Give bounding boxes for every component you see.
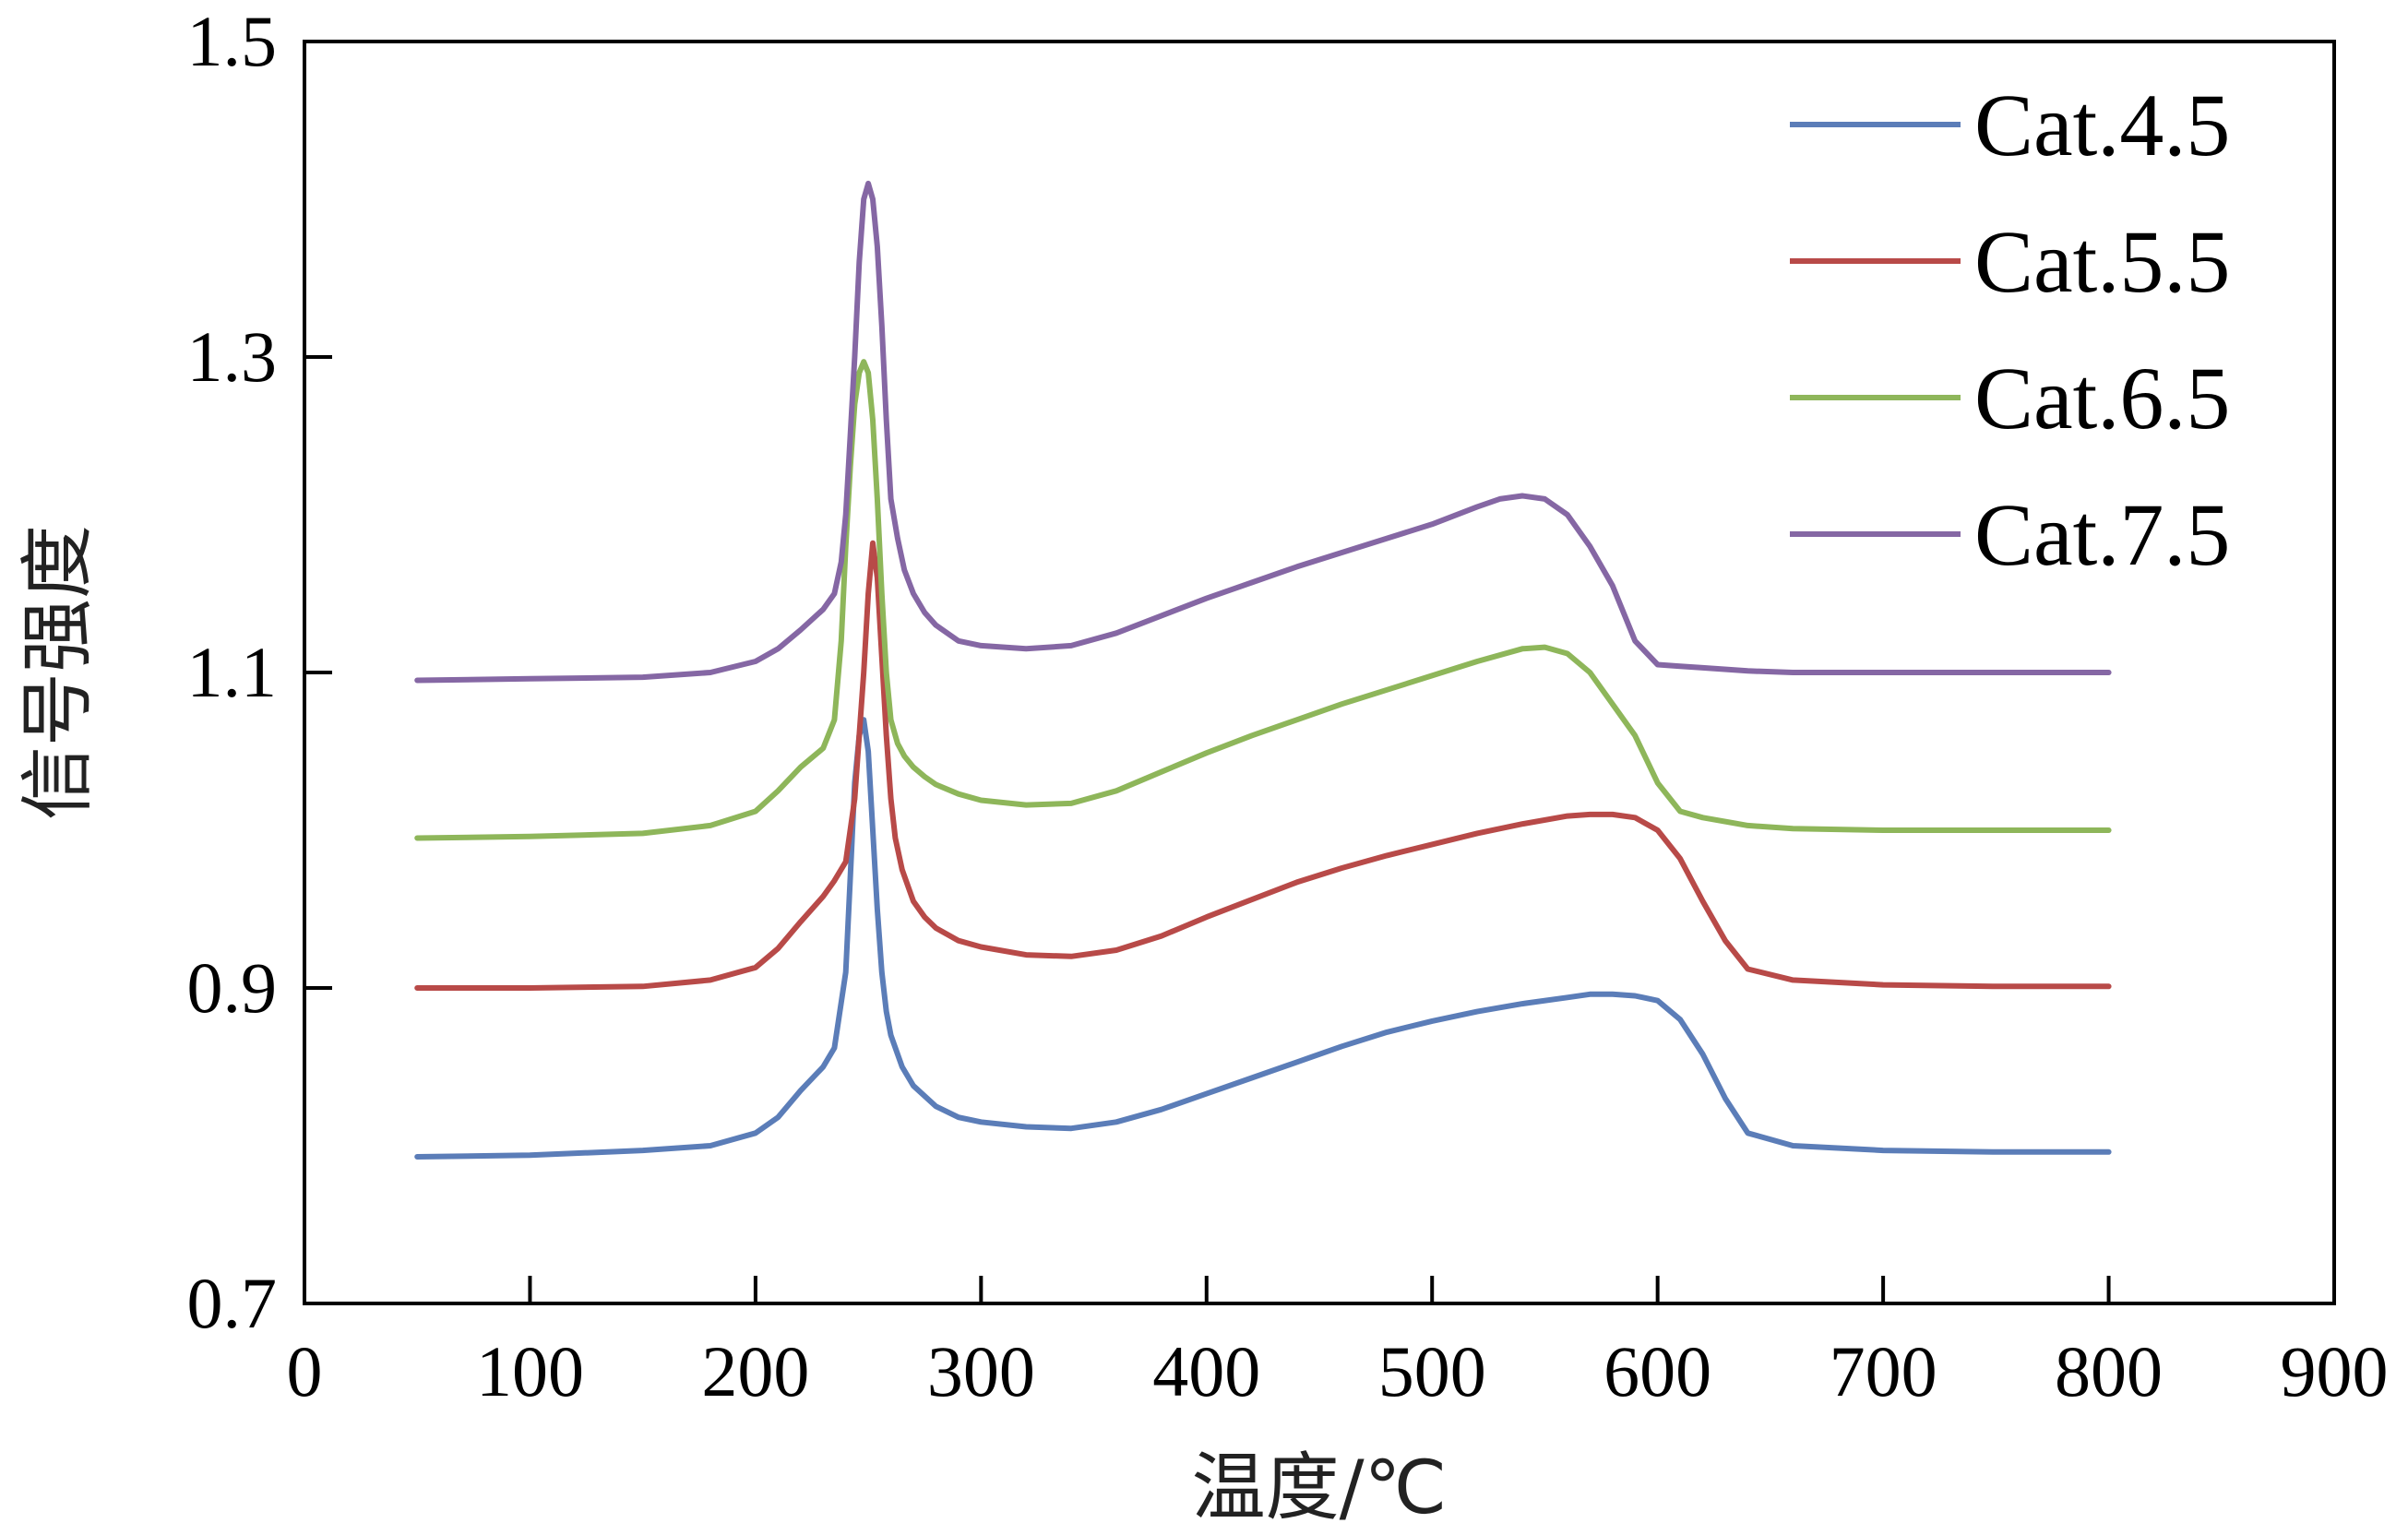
x-axis-ticks: 0 100 200 300 400 500 600 700 800 900 <box>287 1276 2389 1411</box>
series-line-4 <box>414 180 2112 684</box>
y-tick-label: 1.3 <box>187 316 278 397</box>
x-tick-label: 200 <box>701 1331 809 1411</box>
legend-label-3: Cat.6.5 <box>1974 349 2230 447</box>
y-tick-label: 1.1 <box>187 632 278 712</box>
x-tick-label: 800 <box>2055 1331 2163 1411</box>
x-tick-label: 900 <box>2281 1331 2389 1411</box>
x-tick-label: 500 <box>1378 1331 1486 1411</box>
y-tick-label: 1.5 <box>187 1 278 81</box>
x-axis-title: 温度/℃ <box>1192 1445 1448 1530</box>
x-tick-label: 100 <box>476 1331 584 1411</box>
series-layer <box>414 180 2112 1160</box>
legend: Cat.4.5 Cat.5.5 Cat.6.5 Cat.7.5 <box>1790 76 2230 584</box>
series-line-1 <box>414 717 2112 1160</box>
x-tick-label: 700 <box>1830 1331 1937 1411</box>
x-tick-label: 600 <box>1603 1331 1711 1411</box>
legend-label-2: Cat.5.5 <box>1974 212 2230 311</box>
legend-label-4: Cat.7.5 <box>1974 485 2230 584</box>
x-tick-label: 0 <box>287 1331 323 1411</box>
legend-label-1: Cat.4.5 <box>1974 76 2230 174</box>
x-tick-label: 400 <box>1152 1331 1260 1411</box>
series-line-2 <box>414 540 2112 991</box>
y-tick-label: 0.9 <box>187 947 278 1028</box>
y-tick-label: 0.7 <box>187 1263 278 1343</box>
series-line-3 <box>414 359 2112 841</box>
x-tick-label: 300 <box>927 1331 1035 1411</box>
y-axis-ticks: 0.7 0.9 1.1 1.3 1.5 <box>187 1 332 1343</box>
y-axis-title: 信号强度 <box>15 525 101 820</box>
